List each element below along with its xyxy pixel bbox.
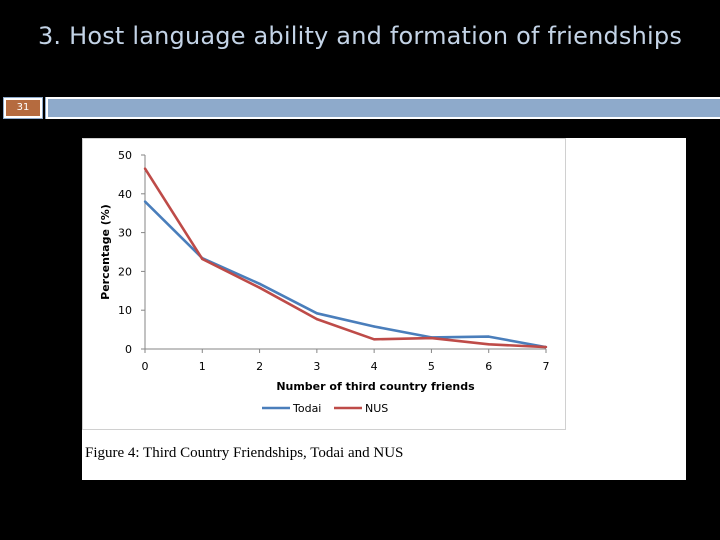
y-tick-label: 30 (118, 227, 132, 240)
y-tick-label: 0 (125, 343, 132, 356)
data-point-todai (487, 335, 490, 338)
header-bar (45, 97, 720, 119)
y-tick-label: 20 (118, 265, 132, 278)
header-bar-fill (48, 99, 720, 117)
slide-number-badge: 31 (3, 97, 43, 119)
data-point-todai (315, 312, 319, 315)
x-tick-label: 6 (485, 360, 492, 373)
legend-label-todai: Todai (292, 402, 321, 415)
data-point-nus (430, 336, 433, 340)
line-chart: 0 10 20 30 40 50 0 1 2 3 4 5 6 7 Number of third count… (82, 138, 566, 430)
data-point-nus (544, 345, 548, 349)
y-tick-label: 10 (118, 304, 132, 317)
data-point-todai (372, 325, 376, 328)
data-point-nus (372, 338, 376, 341)
y-axis-label: Percentage (%) (99, 204, 112, 300)
y-tick-label: 40 (118, 188, 132, 201)
data-point-nus (487, 343, 490, 346)
data-point-nus (315, 317, 319, 321)
series-line-nus (143, 167, 547, 349)
chart-frame (82, 138, 566, 430)
data-point-todai (258, 282, 261, 286)
x-axis-label: Number of third country friends (276, 380, 475, 393)
x-tick-label: 2 (256, 360, 263, 373)
figure-caption: Figure 4: Third Country Friendships, Tod… (85, 445, 404, 461)
x-tick-label: 7 (543, 360, 550, 373)
data-point-nus (143, 167, 147, 170)
x-tick-label: 0 (142, 360, 149, 373)
x-tick-label: 1 (199, 360, 206, 373)
data-point-nus (258, 286, 261, 289)
legend-label-nus: NUS (365, 402, 388, 415)
x-tick-label: 3 (313, 360, 320, 373)
slide-title: 3. Host language ability and formation o… (37, 22, 683, 50)
slide-number: 31 (6, 100, 40, 116)
figure-panel: 0 10 20 30 40 50 0 1 2 3 4 5 6 7 Number of third count… (82, 138, 686, 480)
data-point-nus (201, 257, 204, 261)
x-tick-label: 5 (428, 360, 435, 373)
data-point-todai (143, 200, 147, 203)
y-tick-label: 50 (118, 149, 132, 162)
x-tick-label: 4 (371, 360, 378, 373)
